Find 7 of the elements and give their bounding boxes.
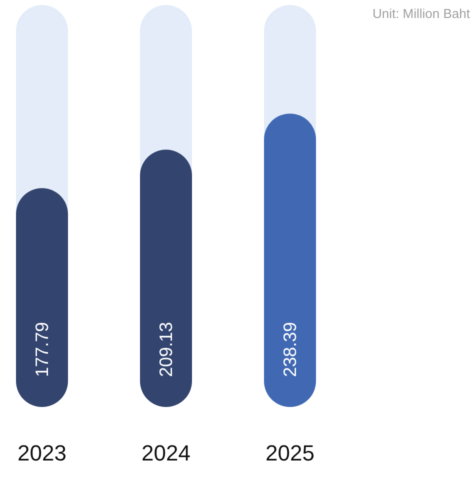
data-label: 238.39 bbox=[280, 322, 300, 377]
data-label: 209.13 bbox=[156, 322, 176, 377]
x-tick-label: 2024 bbox=[142, 440, 190, 466]
text: Unit: Million Baht bbox=[372, 6, 470, 21]
x-tick-label: 2023 bbox=[18, 440, 66, 466]
data-label: 177.79 bbox=[32, 322, 52, 377]
x-tick-label: 2025 bbox=[266, 440, 314, 466]
